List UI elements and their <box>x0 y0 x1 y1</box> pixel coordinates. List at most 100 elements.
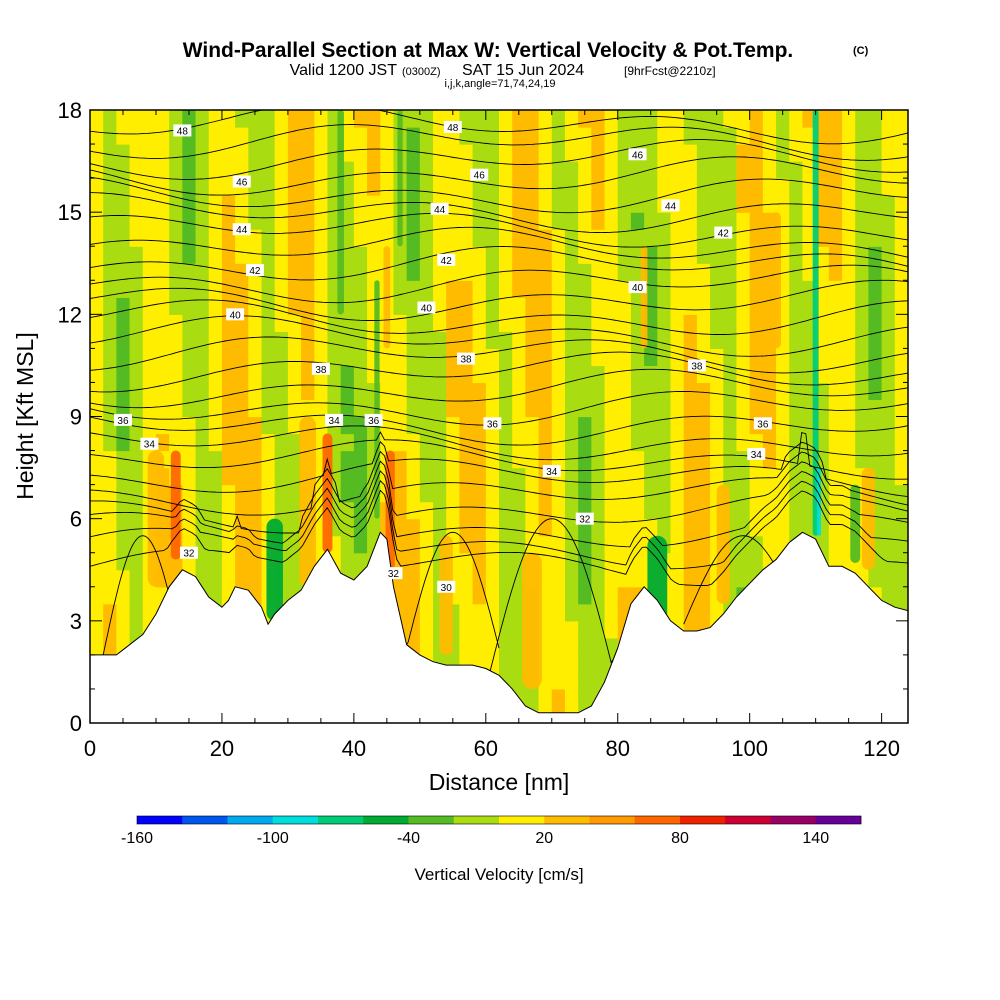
velocity-cell <box>630 450 645 469</box>
velocity-cell <box>116 603 131 622</box>
velocity-cell <box>881 450 896 469</box>
velocity-cell <box>855 280 870 298</box>
velocity-cell <box>710 331 724 349</box>
velocity-cell <box>142 297 157 315</box>
velocity-cell <box>367 518 381 537</box>
isentrope-line <box>90 192 908 234</box>
velocity-cell <box>142 603 157 622</box>
velocity-cell <box>485 331 500 349</box>
velocity-cell <box>419 637 434 656</box>
velocity-cell <box>419 246 434 264</box>
velocity-cell <box>221 229 236 247</box>
velocity-cell <box>90 416 104 435</box>
velocity-cell <box>221 501 236 520</box>
velocity-cell <box>485 297 500 315</box>
velocity-cell <box>723 433 738 452</box>
velocity-cell <box>208 297 223 315</box>
velocity-cell <box>591 501 606 520</box>
velocity-cell <box>591 314 606 332</box>
velocity-cell <box>644 195 658 213</box>
velocity-cell <box>116 399 131 418</box>
velocity-cell <box>103 297 117 315</box>
velocity-cell <box>512 416 526 435</box>
velocity-cell <box>617 246 632 264</box>
velocity-cell <box>182 314 197 332</box>
velocity-cell <box>604 620 619 639</box>
isentrope-label-text: 46 <box>632 150 644 161</box>
isentrope-label-text: 30 <box>441 583 453 594</box>
colorbar-swatch <box>499 816 545 824</box>
velocity-cell <box>630 467 645 486</box>
velocity-cell <box>169 263 183 281</box>
velocity-cell <box>327 365 342 384</box>
velocity-cell <box>340 382 355 401</box>
isentrope-label: 42 <box>437 253 456 267</box>
colorbar-swatch <box>453 816 500 824</box>
velocity-cell <box>842 382 856 401</box>
velocity-cell <box>657 127 672 145</box>
velocity-cell <box>538 246 553 264</box>
velocity-cell <box>630 484 645 503</box>
isentrope-line <box>90 440 908 498</box>
velocity-cell <box>842 229 856 247</box>
velocity-cell <box>749 246 764 264</box>
isentrope-label: 36 <box>483 417 502 430</box>
velocity-cell <box>353 195 368 213</box>
velocity-cell <box>485 399 500 418</box>
isentrope-label-bg <box>628 281 647 294</box>
velocity-cell <box>274 484 289 503</box>
velocity-cell <box>274 467 289 486</box>
isentrope-line <box>90 336 908 374</box>
velocity-cell <box>736 365 751 384</box>
velocity-cell <box>736 416 751 435</box>
velocity-cell <box>842 161 856 179</box>
velocity-cell <box>340 246 355 264</box>
isentrope-label-text: 46 <box>474 171 486 182</box>
velocity-cell <box>485 603 500 622</box>
velocity-cell <box>327 382 342 401</box>
velocity-cell <box>525 501 540 520</box>
velocity-cell <box>446 263 461 281</box>
velocity-cell <box>182 144 197 162</box>
velocity-cell <box>182 297 197 315</box>
velocity-cell <box>828 535 843 554</box>
velocity-cell <box>116 467 131 486</box>
velocity-cell <box>90 603 104 622</box>
velocity-cell <box>564 110 579 128</box>
velocity-cell <box>499 552 513 571</box>
velocity-cell <box>419 331 434 349</box>
velocity-cell <box>433 229 447 247</box>
velocity-cell <box>340 416 355 435</box>
velocity-cell <box>446 195 461 213</box>
velocity-cell <box>894 127 908 145</box>
velocity-cell <box>129 246 144 264</box>
velocity-cell <box>353 229 368 247</box>
isentrope-label-text: 40 <box>632 283 644 294</box>
velocity-cell <box>617 586 632 605</box>
velocity-cell <box>749 331 764 349</box>
velocity-cell <box>314 229 329 247</box>
velocity-cell <box>380 127 395 145</box>
velocity-cell <box>301 280 315 298</box>
velocity-cell <box>340 161 355 179</box>
velocity-cell <box>155 178 170 196</box>
velocity-cell <box>617 450 632 469</box>
velocity-cell <box>287 399 302 418</box>
velocity-cell <box>433 314 447 332</box>
velocity-cell <box>828 280 843 298</box>
velocity-cell <box>235 399 249 418</box>
velocity-cell <box>103 212 117 230</box>
velocity-cell <box>617 467 632 486</box>
velocity-cell <box>657 433 672 452</box>
velocity-cell <box>182 280 197 298</box>
velocity-cell <box>208 314 223 332</box>
isentrope-label: 46 <box>628 148 647 161</box>
velocity-cell <box>578 212 592 230</box>
velocity-cell <box>591 637 606 656</box>
velocity-cell <box>261 195 276 213</box>
velocity-cell <box>617 297 632 315</box>
x-tick-label: 40 <box>342 736 366 761</box>
isentrope-label: 38 <box>457 352 476 366</box>
velocity-cell <box>749 212 764 230</box>
valid-time-line: Valid 1200 JST (0300Z) SAT 15 Jun 2024 [… <box>290 62 716 79</box>
